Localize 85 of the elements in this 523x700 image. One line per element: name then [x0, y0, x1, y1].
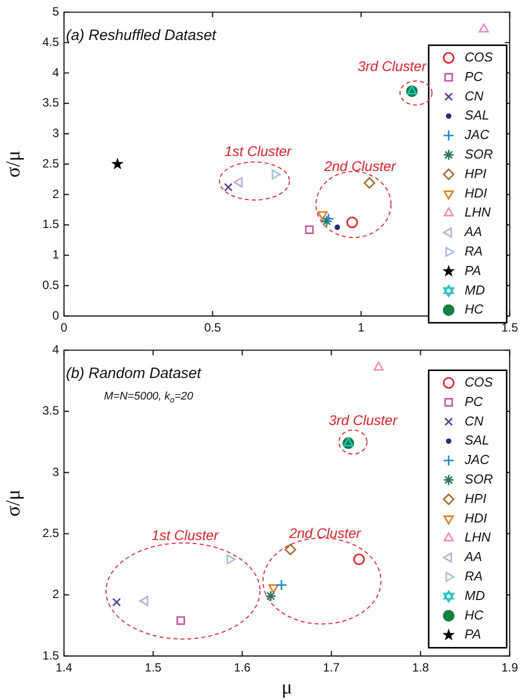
y-tick-label: 3	[52, 126, 60, 140]
y-tick-label: 0	[52, 308, 60, 322]
point	[226, 554, 236, 564]
legend-label: SAL	[464, 432, 490, 448]
y-tick-label: 2.5	[42, 156, 60, 170]
legend-label: PA	[464, 262, 482, 278]
legend-label: HDI	[464, 510, 488, 526]
legend-label: CN	[464, 88, 484, 104]
legend-label: AA	[464, 224, 482, 240]
legend-label: COS	[464, 374, 494, 390]
point	[353, 554, 365, 566]
point	[374, 362, 384, 371]
y-tick-label: 3	[52, 464, 60, 479]
point	[139, 596, 148, 606]
x-tick-label: 1.5	[144, 660, 162, 675]
y-tick-label: 2	[52, 587, 60, 602]
legend-label: SOR	[464, 472, 493, 487]
x-tick-label: 1.5	[501, 320, 518, 335]
x-tick-label: 1	[358, 320, 365, 335]
point	[478, 23, 489, 32]
point	[234, 177, 243, 188]
point	[334, 224, 340, 230]
point	[276, 579, 288, 591]
legend-label: HC	[464, 302, 484, 317]
legend-label: JAC	[464, 452, 490, 468]
point	[224, 182, 233, 192]
x-tick-label: 1.7	[323, 660, 340, 675]
legend-label: HPI	[464, 490, 487, 506]
legend-label: LHN	[464, 530, 492, 545]
text: (a) Reshuffled Dataset	[66, 27, 217, 44]
annotation: 1st Cluster	[224, 143, 293, 160]
legend-label: HDI	[464, 185, 488, 200]
x-tick-label: 1.6	[234, 660, 251, 675]
x-tick-label: 1.8	[412, 660, 430, 675]
legend-label: JAC	[464, 127, 490, 142]
point	[284, 544, 296, 556]
y-tick-label: 1.5	[42, 648, 60, 662]
legend-label: RA	[464, 568, 483, 584]
y-axis-title: σ/μ	[2, 150, 24, 178]
y-tick-label: 1.5	[42, 217, 60, 232]
x-tick-label: 1.4	[56, 660, 73, 675]
legend-label: HPI	[464, 166, 487, 181]
y-tick-label: 5	[52, 4, 60, 19]
y-tick-label: 4	[52, 65, 60, 80]
point	[111, 158, 124, 170]
legend-label: SOR	[464, 146, 493, 162]
annotation: 2nd Cluster	[323, 158, 398, 174]
legend-label: PC	[464, 68, 484, 84]
point	[272, 169, 281, 180]
x-axis-title: μ	[281, 676, 292, 698]
legend-label: SAL	[464, 108, 490, 123]
legend-label: COS	[464, 50, 494, 65]
legend-label: PC	[464, 394, 484, 409]
point	[112, 598, 121, 606]
point	[176, 616, 186, 625]
y-tick-label: 3.5	[42, 404, 60, 418]
point	[265, 590, 277, 602]
legend-label: CN	[464, 413, 484, 428]
point	[346, 216, 358, 228]
y-tick-label: 2	[52, 186, 60, 201]
annotation: 3rd Cluster	[328, 412, 399, 428]
legend-label: PA	[464, 626, 482, 642]
legend-label: RA	[464, 244, 483, 259]
legend-label: HC	[464, 607, 484, 622]
annotation: 1st Cluster	[152, 527, 220, 544]
legend-label: MD	[464, 282, 485, 298]
point	[317, 211, 328, 220]
point	[268, 584, 279, 594]
point	[364, 177, 376, 189]
text: (b) Random Dataset	[66, 365, 202, 382]
x-tick-label: 0.5	[204, 320, 222, 335]
y-axis-title: σ/μ	[2, 490, 24, 517]
y-tick-label: 3.5	[42, 96, 60, 110]
y-tick-label: 2.5	[42, 526, 60, 540]
y-tick-label: 4	[52, 342, 60, 357]
annotation: 3rd Cluster	[358, 58, 428, 74]
y-tick-label: 1	[52, 248, 60, 262]
annotation: 2nd Cluster	[288, 525, 362, 542]
point	[305, 225, 314, 234]
y-tick-label: 4.5	[42, 34, 60, 49]
x-tick-label: 1.9	[501, 660, 518, 675]
legend-label: LHN	[464, 204, 492, 220]
legend-label: MD	[464, 588, 485, 603]
legend-label: AA	[464, 549, 482, 564]
y-tick-label: 0.5	[42, 278, 60, 292]
